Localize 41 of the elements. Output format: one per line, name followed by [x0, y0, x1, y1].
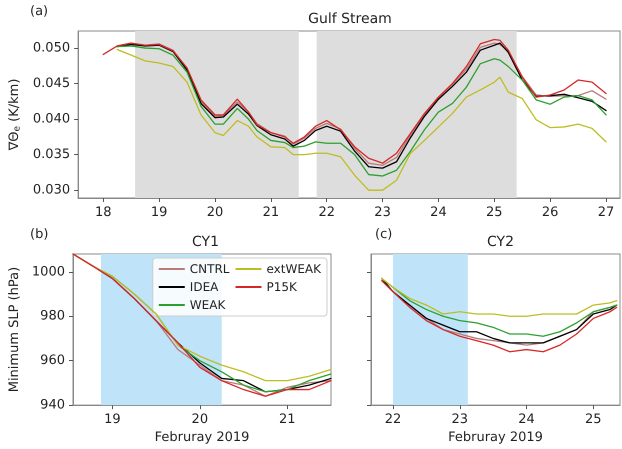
x-tick-label: 22: [318, 205, 335, 220]
chart-title: CY1: [192, 234, 219, 250]
x-tick-label: 19: [104, 412, 121, 428]
text: (b): [30, 227, 48, 242]
x-tick-label: 21: [262, 205, 280, 220]
y-tick-label: 0.050: [32, 40, 70, 56]
x-tick-label: 24: [430, 205, 447, 220]
x-tick-label: 25: [486, 205, 503, 220]
y-tick-label: 960: [40, 353, 65, 368]
y-tick-label: 0.035: [32, 147, 70, 162]
x-tick-label: 26: [542, 205, 558, 220]
x-tick-label: 24: [518, 412, 535, 428]
x-tick-label: 18: [94, 205, 112, 220]
x-axis-title: Februray 2019: [448, 430, 543, 445]
y-tick-label: 0.030: [32, 182, 70, 198]
y-tick-label: 0.045: [32, 76, 70, 92]
y-tick-label: 980: [40, 308, 65, 324]
legend-label: extWEAK: [266, 262, 322, 276]
chart-title: CY2: [487, 234, 514, 250]
x-tick-label: 20: [206, 205, 224, 220]
x-tick-label: 23: [452, 412, 468, 428]
x-tick-label: 20: [192, 412, 208, 428]
x-tick-label: 25: [585, 412, 602, 428]
text: (c): [375, 227, 392, 242]
x-tick-label: 22: [384, 412, 402, 428]
x-tick-label: 27: [598, 205, 614, 220]
y-tick-label: 940: [40, 398, 65, 413]
legend-label: IDEA: [190, 280, 220, 294]
x-tick-label: 19: [150, 205, 168, 220]
chart-title: Gulf Stream: [308, 11, 392, 27]
y-tick-label: 0.040: [32, 112, 70, 127]
y-tick-label: 1000: [32, 264, 65, 280]
x-tick-label: 23: [374, 205, 391, 220]
legend-label: P15K: [266, 280, 298, 294]
text: (a): [30, 4, 48, 19]
x-tick-label: 21: [279, 412, 296, 428]
x-axis-title: Februray 2019: [154, 430, 250, 445]
y-axis-title: ∇Θe (K/km): [7, 78, 22, 152]
legend-label: CNTRL: [190, 262, 230, 276]
y-axis-title: Minimum SLP (hPa): [7, 266, 22, 392]
legend-label: WEAK: [190, 298, 226, 312]
